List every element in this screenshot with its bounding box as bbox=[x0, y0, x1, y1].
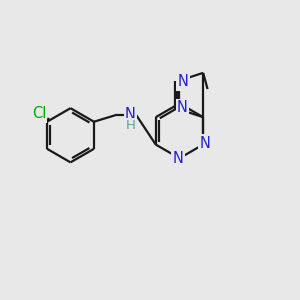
Text: H: H bbox=[125, 119, 135, 132]
Text: N: N bbox=[178, 74, 188, 89]
Text: N: N bbox=[177, 100, 188, 115]
Text: N: N bbox=[199, 136, 210, 151]
Text: N: N bbox=[125, 107, 136, 122]
Text: N: N bbox=[172, 151, 183, 166]
Text: Cl: Cl bbox=[32, 106, 46, 121]
Text: Cl: Cl bbox=[32, 106, 46, 122]
